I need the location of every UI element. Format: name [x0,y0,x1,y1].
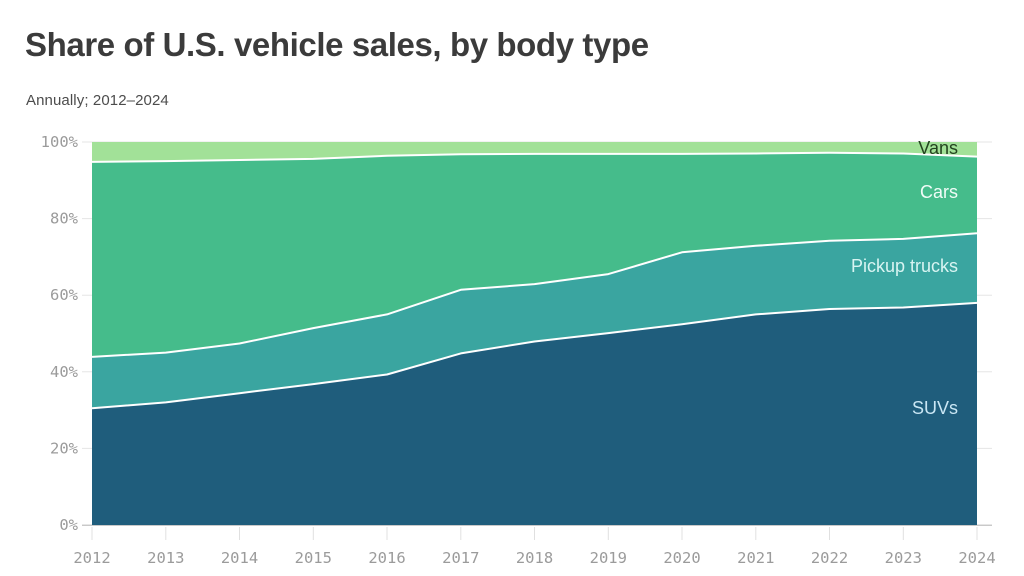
y-tick-label: 100% [41,133,79,151]
y-tick-label: 60% [50,286,79,304]
y-tick-label: 80% [50,210,79,228]
x-tick-label: 2015 [295,549,332,567]
separator-line [91,151,978,163]
y-tick-label: 40% [50,363,79,381]
x-tick-label: 2018 [516,549,553,567]
area-label-suvs: SUVs [911,398,958,418]
page-title: Share of U.S. vehicle sales, by body typ… [25,26,649,63]
x-tick-label: 2014 [221,549,258,567]
area-suvs [92,302,977,525]
x-tick-label: 2021 [737,549,774,567]
page-subtitle: Annually; 2012–2024 [26,92,169,109]
x-tick-label: 2020 [663,549,700,567]
y-tick-label: 0% [59,516,78,534]
separator-line [91,232,978,358]
x-tick-label: 2013 [147,549,184,567]
area-vans [92,142,977,162]
y-tick-label: 20% [50,439,79,457]
x-tick-label: 2017 [442,549,479,567]
area-label-cars: Cars [919,182,958,202]
area-cars [92,152,977,357]
x-tick-label: 2016 [368,549,405,567]
x-tick-label: 2023 [885,549,922,567]
area-label-pickup-trucks: Pickup trucks [850,256,958,276]
separator-line [91,301,978,410]
area-label-vans: Vans [918,138,958,158]
x-tick-label: 2024 [958,549,995,567]
area-pickup-trucks [92,233,977,409]
x-tick-label: 2022 [811,549,848,567]
x-tick-label: 2012 [73,549,110,567]
x-tick-label: 2019 [590,549,627,567]
